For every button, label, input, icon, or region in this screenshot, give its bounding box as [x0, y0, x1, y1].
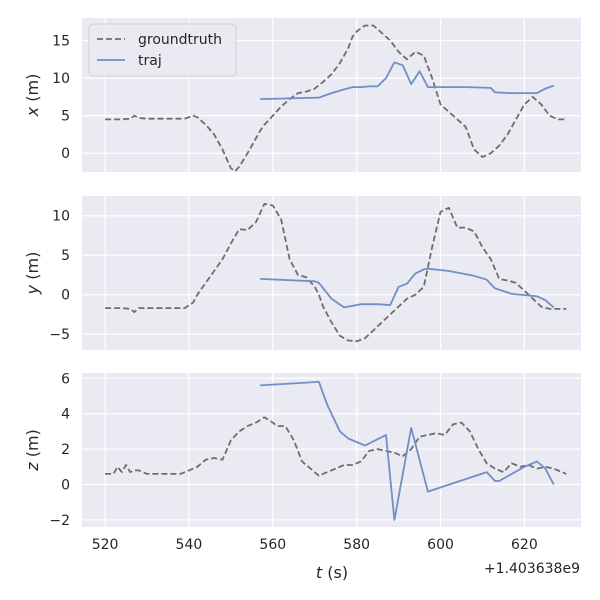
xtick-label-580: 580 — [343, 537, 370, 553]
ytick-label-x-10: 10 — [52, 71, 70, 87]
ytick-label-y-10: 10 — [52, 209, 70, 225]
y-axis-label-y: y (m) — [23, 252, 42, 296]
xtick-label-600: 600 — [427, 537, 454, 553]
y-axis-label-x: x (m) — [23, 74, 42, 118]
ytick-label-x-0: 0 — [61, 146, 70, 162]
legend-box — [88, 23, 237, 77]
series-line-groundtruth-x — [105, 24, 567, 173]
legend-label-traj: traj — [138, 53, 162, 69]
y-axis-label-var-z: z — [23, 462, 42, 472]
ytick-label-z--2: −2 — [49, 513, 70, 529]
xtick-label-540: 540 — [176, 537, 203, 553]
series-line-groundtruth-z — [105, 416, 567, 477]
legend: groundtruth traj — [88, 23, 237, 77]
xtick-label-620: 620 — [511, 537, 538, 553]
ytick-label-z-6: 6 — [61, 371, 70, 387]
plot-area-z — [82, 373, 581, 527]
plot-area-y — [82, 196, 581, 350]
y-axis-label-z: z (m) — [23, 429, 42, 472]
x-axis-offset-text: +1.403638e9 — [484, 561, 580, 577]
ytick-label-y--5: −5 — [49, 327, 70, 343]
y-axis-label-unit-x: (m) — [23, 74, 42, 107]
ytick-label-x-5: 5 — [61, 109, 70, 125]
ytick-label-z-4: 4 — [61, 407, 70, 423]
y-axis-label-var-y: y — [23, 284, 42, 295]
legend-label-groundtruth: groundtruth — [138, 32, 222, 48]
panel-z: −2 0 2 4 6 z (m) — [23, 371, 581, 529]
series-line-groundtruth-y — [105, 202, 567, 343]
ytick-label-z-0: 0 — [61, 478, 70, 494]
x-axis-label: t (s) — [316, 563, 348, 582]
series-line-traj-x — [260, 61, 555, 100]
ytick-label-x-15: 15 — [52, 34, 70, 50]
ytick-label-y-0: 0 — [61, 288, 70, 304]
y-axis-label-unit-y: (m) — [23, 252, 42, 285]
ytick-label-y-5: 5 — [61, 248, 70, 264]
svg-text:t (s): t (s) — [316, 563, 348, 582]
panel-y: −5 0 5 10 y (m) — [23, 196, 581, 350]
y-axis-label-unit-z: (m) — [23, 429, 42, 462]
x-axis-label-var: t — [316, 563, 323, 582]
xtick-label-520: 520 — [92, 537, 119, 553]
panels: 0 5 10 15 x (m) −5 0 5 10 y (m) −2 0 2 4 6 z (m) 520 540 5… — [23, 18, 581, 553]
y-axis-label-var-x: x — [23, 106, 42, 117]
xtick-label-560: 560 — [259, 537, 286, 553]
x-axis-label-unit: (s) — [322, 563, 348, 582]
series-line-traj-y — [260, 267, 555, 309]
ytick-label-z-2: 2 — [61, 442, 70, 458]
series-line-traj-z — [260, 380, 555, 521]
